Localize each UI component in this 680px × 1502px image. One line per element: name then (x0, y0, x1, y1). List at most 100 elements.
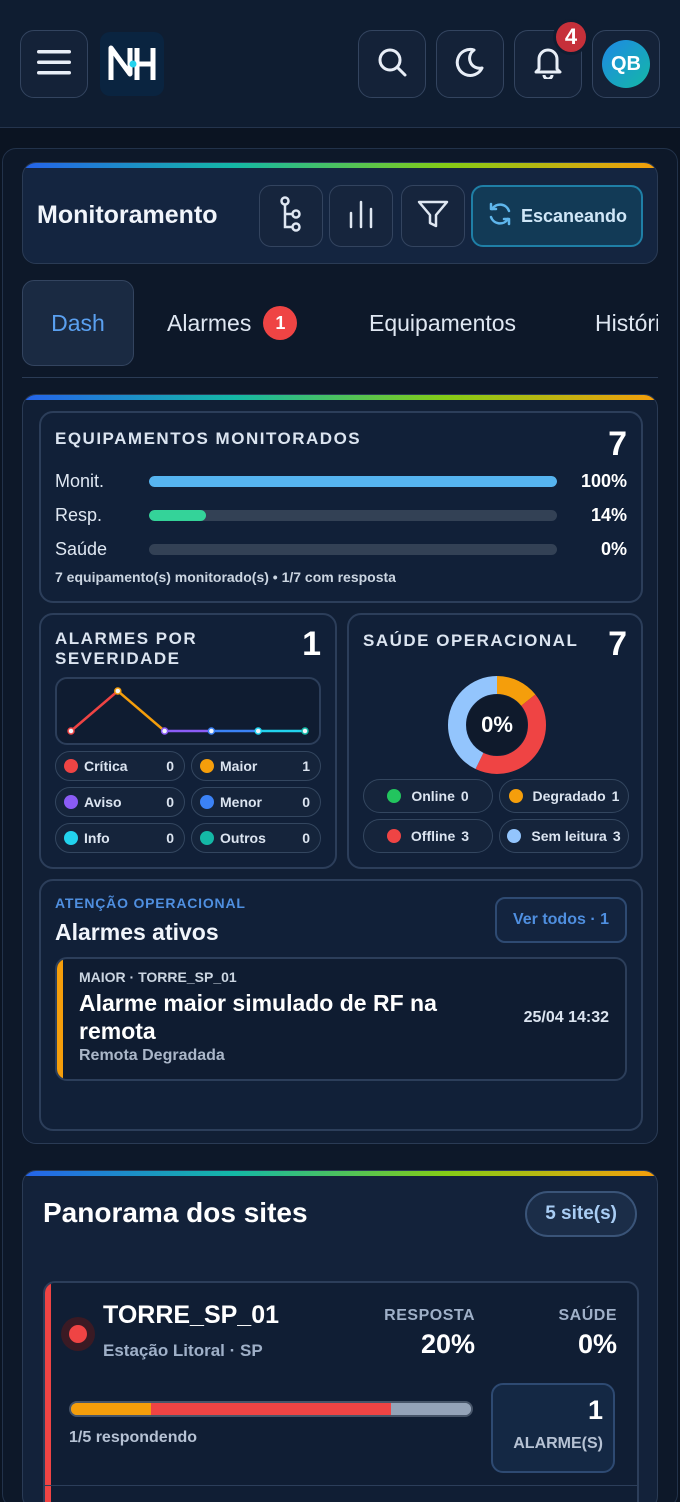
chip-value: 1 (611, 788, 620, 804)
health-chip-sem-leitura[interactable]: Sem leitura 3 (499, 819, 629, 853)
chip-label: Menor (220, 794, 262, 810)
progress-fill (149, 509, 207, 521)
sparkline-point (207, 727, 216, 735)
site-status-stripe (45, 1283, 51, 1502)
sparkline-segment (116, 690, 166, 732)
search-icon (376, 46, 408, 83)
health-chip-offline[interactable]: Offline 3 (363, 819, 493, 853)
site-status-bar (69, 1401, 473, 1417)
severity-chip-maior[interactable]: Maior 1 (191, 751, 321, 781)
sparkline-point (301, 727, 309, 735)
health-chip-online[interactable]: Online 0 (363, 779, 493, 813)
bar-row-health: Saúde 0% (55, 537, 627, 561)
severity-chip-aviso[interactable]: Aviso 0 (55, 787, 185, 817)
degraded-dot-icon (508, 789, 523, 803)
severity-title-line2: SEVERIDADE (55, 649, 181, 668)
sparkline-point (254, 727, 262, 735)
alarm-time: 25/04 14:32 (523, 1009, 609, 1026)
severity-title: ALARMES POR SEVERIDADE (55, 629, 197, 669)
logo-mark-icon (108, 45, 156, 80)
severity-count: 1 (302, 625, 321, 663)
theme-toggle-button[interactable] (436, 30, 504, 98)
hamburger-icon (37, 49, 71, 80)
chip-value: 1 (302, 758, 310, 774)
severity-chip-outros[interactable]: Outros 0 (191, 823, 321, 853)
site-health-value: 0% (577, 1329, 617, 1359)
filter-icon (417, 199, 449, 234)
search-button[interactable] (358, 30, 426, 98)
menu-button[interactable] (20, 30, 88, 98)
warning-dot-icon (64, 795, 78, 809)
chip-value: 0 (166, 794, 174, 810)
major-dot-icon (200, 759, 214, 773)
severity-chip-menor[interactable]: Menor 0 (191, 787, 321, 817)
notifications-button[interactable]: 4 (514, 19, 589, 98)
tab-alarmes-badge: 1 (263, 306, 298, 340)
chip-label: Degradado (532, 788, 606, 804)
tab-equipamentos-label: Equipamentos (369, 309, 517, 336)
stats-button[interactable] (329, 185, 393, 247)
avatar: QB (602, 40, 650, 88)
alarm-item[interactable]: MAIOR · TORRE_SP_01 Alarme maior simulad… (55, 957, 627, 1081)
health-chip-degradado[interactable]: Degradado 1 (499, 779, 629, 813)
minor-dot-icon (200, 795, 214, 809)
dashboard-card: EQUIPAMENTOS MONITORADOS 7 Monit. 100% R… (22, 394, 658, 1144)
equipment-note: 7 equipamento(s) monitorado(s) • 1/7 com… (55, 569, 396, 585)
donut-center (467, 695, 527, 755)
health-panel: SAÚDE OPERACIONAL 7 0% Online 0 Degradado… (347, 613, 643, 869)
scan-label: Escaneando (520, 205, 628, 226)
site-alarm-count-button[interactable]: 1 ALARME(S) (491, 1383, 615, 1473)
active-alarms-title: Alarmes ativos (55, 919, 219, 945)
chip-label: Sem leitura (531, 828, 607, 844)
severity-title-line1: ALARMES POR (55, 629, 198, 648)
severity-chip-critica[interactable]: Crítica 0 (55, 751, 185, 781)
health-donut: 0% (445, 673, 549, 777)
tab-dash[interactable]: Dash (22, 280, 134, 366)
sparkline-point (114, 687, 122, 695)
equipment-title: EQUIPAMENTOS MONITORADOS (55, 429, 362, 448)
topology-icon (276, 195, 306, 237)
bar-row-monitored: Monit. 100% (55, 469, 627, 493)
view-all-alarms-button[interactable]: Ver todos · 1 (494, 897, 627, 943)
alarm-meta: MAIOR · TORRE_SP_01 (79, 969, 237, 985)
site-response-value: 20% (420, 1329, 475, 1359)
tab-alarmes[interactable]: Alarmes 1 (167, 280, 298, 366)
site-response-label: RESPOSTA (384, 1307, 475, 1324)
app-logo[interactable] (100, 32, 164, 96)
chip-value: 0 (302, 830, 310, 846)
severity-chip-info[interactable]: Info 0 (55, 823, 185, 853)
divider (45, 1485, 637, 1486)
attention-kicker: ATENÇÃO OPERACIONAL (55, 895, 246, 911)
bar-value: 100% (580, 470, 627, 491)
tab-historicos-label: Históricos (595, 309, 658, 336)
health-title: SAÚDE OPERACIONAL (363, 631, 579, 650)
progress-bar-health (149, 543, 557, 555)
tab-historicos[interactable]: Históricos (595, 280, 658, 366)
equipment-count: 7 (608, 425, 627, 463)
other-dot-icon (200, 831, 214, 845)
tab-equipamentos[interactable]: Equipamentos (369, 280, 516, 366)
sparkline-point (160, 727, 169, 735)
site-count-badge: 5 site(s) (525, 1191, 637, 1237)
tab-dash-label: Dash (51, 309, 105, 336)
site-row[interactable]: TORRE_SP_01 Estação Litoral · SP RESPOST… (43, 1281, 639, 1502)
chip-label: Info (84, 830, 110, 846)
filter-button[interactable] (401, 185, 465, 247)
chip-label: Online (411, 788, 455, 804)
chip-value: 0 (166, 758, 174, 774)
critical-dot-icon (64, 759, 78, 773)
topology-button[interactable] (259, 185, 323, 247)
site-health-label: SAÚDE (558, 1307, 617, 1324)
online-dot-icon (387, 789, 402, 803)
bar-value: 0% (600, 538, 627, 559)
progress-fill (149, 475, 557, 487)
donut-slice (448, 676, 546, 774)
bar-value: 14% (590, 504, 627, 525)
chip-value: 0 (460, 788, 469, 804)
chip-label: Crítica (84, 758, 128, 774)
user-menu-button[interactable]: QB (592, 30, 660, 98)
alarm-severity-stripe (57, 959, 63, 1079)
chip-value: 0 (302, 794, 310, 810)
site-status-indicator (61, 1317, 95, 1351)
scan-button[interactable]: Escaneando (471, 185, 643, 247)
